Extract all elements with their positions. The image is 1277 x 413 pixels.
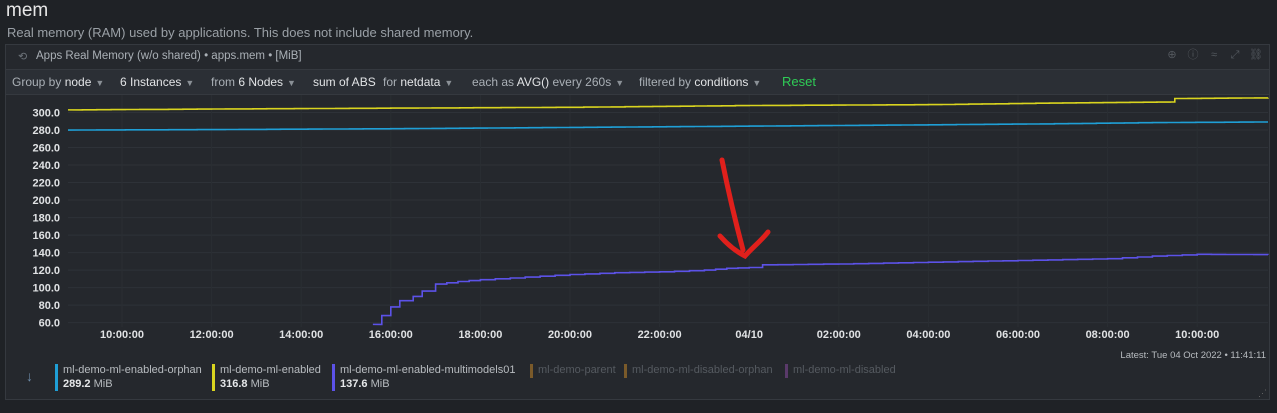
legend-item-value: 289.2 MiB [63,378,113,390]
y-tick-label: 120.0 [32,265,60,277]
legend-item[interactable]: ml-demo-ml-enabled-orphan 289.2 MiB [55,364,202,391]
legend-item[interactable]: ml-demo-ml-disabled-orphan [624,364,773,378]
latest-timestamp: Latest: Tue 04 Oct 2022 • 11:41:11 [1120,350,1266,361]
x-tick-label: 06:00:00 [996,329,1040,341]
x-tick-label: 04/10 [735,329,763,341]
x-tick-label: 04:00:00 [906,329,950,341]
legend-item-value: 316.8 MiB [220,378,270,390]
chevron-down-icon: ▼ [185,78,195,88]
query-bar: Group by node ▼ 6 Instances ▼ from 6 Nodes… [6,70,1269,95]
from-label: from [211,75,235,89]
x-tick-label: 18:00:00 [458,329,502,341]
chevron-down-icon: ▼ [95,78,105,88]
x-tick-label: 10:00:00 [1175,329,1219,341]
each-label: each as [472,75,515,89]
series-line-ml-demo-ml-enabled [67,97,1269,111]
y-tick-label: 60.0 [39,318,60,330]
zoom-icon[interactable]: ⊕ [1167,49,1177,61]
y-tick-label: 100.0 [32,283,60,295]
x-tick-label: 22:00:00 [638,329,682,341]
legend-item-name: ml-demo-ml-disabled-orphan [632,364,773,376]
legend-item-name: ml-demo-ml-enabled [220,364,321,376]
legend-item[interactable]: ml-demo-parent [530,364,616,378]
nodes-value: 6 Nodes [238,75,284,89]
y-tick-label: 160.0 [32,230,60,242]
chevron-down-icon: ▼ [615,78,625,88]
y-tick-label: 140.0 [32,248,60,260]
group-by-label: Group by [12,75,62,89]
arrow-down-icon[interactable]: ↓ [26,368,33,384]
chevron-down-icon: ▼ [287,78,296,88]
group-by-dropdown[interactable]: Group by node ▼ [12,75,104,89]
for-dropdown[interactable]: for netdata ▼ [383,75,453,89]
aggregation-value: sum of ABS [313,75,376,89]
for-value: netdata [400,75,441,89]
x-axis: 10:00:00 12:00:00 14:00:00 16:00:00 18:00:00… [100,329,1219,341]
y-tick-label: 80.0 [39,300,60,312]
filtered-label: filtered by [639,75,692,89]
panel-tools: ⊕ ⓘ ≈ ⤢ ⛓ [1165,48,1263,62]
compare-icon[interactable]: ≈ [1210,49,1218,61]
legend-item-name: ml-demo-parent [538,364,616,376]
series-line-ml-demo-ml-enabled-multimodels01 [372,253,1269,326]
legend-item-value: 137.6 MiB [340,378,390,390]
x-tick-label: 20:00:00 [548,329,592,341]
filtered-value: conditions [694,75,749,89]
every-value: every 260s [552,75,612,89]
instances-dropdown[interactable]: 6 Instances ▼ [120,75,194,89]
x-tick-label: 10:00:00 [100,329,144,341]
x-tick-label: 14:00:00 [279,329,323,341]
x-tick-label: 12:00:00 [190,329,234,341]
x-tick-label: 08:00:00 [1086,329,1130,341]
for-label: for [383,75,398,89]
legend-item[interactable]: ml-demo-ml-enabled-multimodels01 137.6 Mi… [332,364,515,391]
annotation-arrow [717,157,771,260]
each-value: AVG() [516,75,550,89]
each-as-dropdown[interactable]: each as AVG() every 260s ▼ [472,75,624,89]
filter-dropdown[interactable]: filtered by conditions ▼ [639,75,761,89]
resize-grip-icon[interactable]: ⋰ [1258,388,1267,398]
legend-item-name: ml-demo-ml-enabled-orphan [63,364,202,376]
legend-item-name: ml-demo-ml-enabled-multimodels01 [340,364,516,376]
group-by-value: node [64,75,92,89]
panel-title: Apps Real Memory (w/o shared) • apps.mem… [36,50,302,62]
grid [68,95,1268,327]
y-tick-label: 220.0 [32,178,60,190]
y-tick-label: 280.0 [32,125,60,137]
info-icon[interactable]: ⓘ [1187,49,1199,61]
instances-value: 6 Instances [120,75,182,89]
fullscreen-icon[interactable]: ⤢ [1230,49,1240,61]
reset-button[interactable]: Reset [782,74,816,89]
y-tick-label: 260.0 [32,143,60,155]
y-axis: 300.0 280.0 260.0 240.0 220.0 200.0 180.0 160.0… [32,108,60,330]
series-lines [67,97,1269,326]
link-icon[interactable]: ⛓ [1249,49,1263,61]
legend-item[interactable]: ml-demo-ml-disabled [785,364,896,378]
y-tick-label: 300.0 [32,108,60,120]
y-tick-label: 240.0 [32,160,60,172]
page-title: mem [6,0,49,21]
aggregation-dropdown[interactable]: sum of ABS [313,75,376,89]
chevron-down-icon: ▼ [752,78,762,88]
x-tick-label: 16:00:00 [369,329,413,341]
y-tick-label: 180.0 [32,213,60,225]
panel-header: ⟲ Apps Real Memory (w/o shared) • apps.m… [6,45,1269,70]
y-tick-label: 200.0 [32,195,60,207]
page-description: Real memory (RAM) used by applications. … [7,25,474,40]
chart-icon: ⟲ [18,51,28,63]
nodes-dropdown[interactable]: from 6 Nodes ▼ [211,75,296,89]
legend-item-name: ml-demo-ml-disabled [793,364,896,376]
x-tick-label: 02:00:00 [817,329,861,341]
chevron-down-icon: ▼ [444,78,454,88]
series-line-ml-demo-ml-enabled-orphan [67,121,1268,131]
legend-item[interactable]: ml-demo-ml-enabled 316.8 MiB [212,364,321,391]
